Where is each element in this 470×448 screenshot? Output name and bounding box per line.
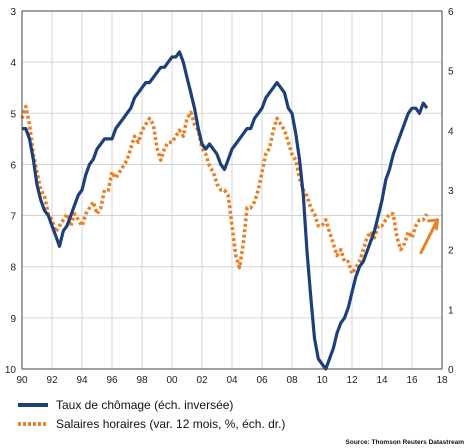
source-note: Source: Thomson Reuters Datastream: [346, 439, 465, 446]
x-tick-label: 00: [166, 375, 178, 386]
x-tick-label: 94: [76, 375, 88, 386]
x-tick-label: 90: [16, 375, 28, 386]
right-tick-label: 2: [448, 246, 454, 257]
right-tick-label: 5: [448, 67, 454, 78]
right-tick-label: 1: [448, 305, 454, 316]
trend-arrow-shaft: [419, 218, 439, 255]
x-tick-label: 92: [46, 375, 58, 386]
trend-arrow-head: [427, 218, 439, 231]
legend: Taux de chômage (éch. inversée) Salaires…: [18, 398, 285, 431]
annotation: [419, 218, 439, 255]
x-tick-label: 06: [256, 375, 268, 386]
right-tick-label: 4: [448, 126, 454, 137]
x-tick-label: 04: [226, 375, 238, 386]
legend-label-unemployment: Taux de chômage (éch. inversée): [56, 398, 233, 412]
x-tick-label: 08: [286, 375, 298, 386]
left-tick-label: 10: [5, 365, 17, 376]
x-tick-label: 02: [196, 375, 208, 386]
right-tick-label: 6: [448, 7, 454, 18]
x-tick-label: 12: [346, 375, 358, 386]
x-tick-label: 10: [316, 375, 328, 386]
right-tick-label: 0: [448, 365, 454, 376]
series-wages-line: [20, 104, 429, 276]
series-layer: [20, 50, 429, 371]
left-tick-label: 6: [10, 160, 16, 171]
left-tick-label: 7: [10, 212, 16, 223]
left-tick-label: 4: [10, 58, 16, 69]
left-tick-label: 9: [10, 314, 16, 325]
x-tick-label: 18: [436, 375, 448, 386]
left-tick-label: 3: [10, 7, 16, 18]
legend-label-wages: Salaires horaires (var. 12 mois, %, éch.…: [56, 417, 285, 431]
series-unemployment-line: [22, 50, 429, 371]
right-tick-label: 3: [448, 186, 454, 197]
x-tick-label: 16: [406, 375, 418, 386]
plot-frame: [21, 10, 443, 370]
left-tick-label: 5: [10, 109, 16, 120]
x-tick-label: 14: [376, 375, 388, 386]
x-tick-label: 98: [136, 375, 148, 386]
x-tick-label: 96: [106, 375, 118, 386]
grid: [21, 10, 443, 370]
left-tick-label: 8: [10, 263, 16, 274]
